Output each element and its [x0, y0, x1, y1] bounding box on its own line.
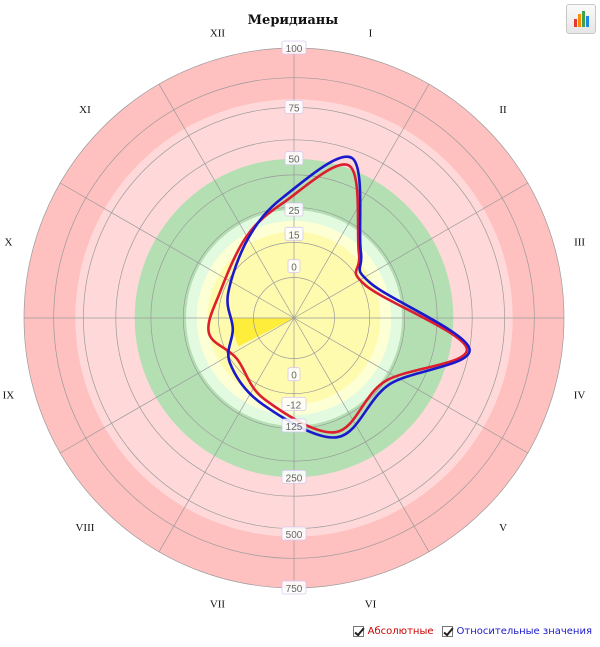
tick-upper-1-box	[284, 100, 304, 114]
legend-checkbox-absolute[interactable]	[352, 626, 364, 637]
meridian-label-VI: VI	[365, 599, 377, 611]
tick-upper-2-box	[284, 151, 304, 166]
chart-title: Меридианы	[248, 13, 339, 28]
meridian-label-II: II	[499, 104, 507, 116]
tick-lower-3-text: 250	[286, 473, 303, 484]
tick-upper-5: 0	[287, 259, 301, 274]
tick-upper-5-box	[287, 259, 301, 274]
tick-upper-4-box	[284, 226, 304, 241]
tick-lower-2-text: 125	[286, 422, 303, 433]
meridian-label-IV: IV	[574, 390, 586, 402]
grid-spoke-5	[293, 317, 430, 553]
meridian-label-IX: IX	[3, 390, 15, 402]
export-button[interactable]	[566, 4, 596, 34]
legend-label-relative: Относительные значения	[456, 626, 592, 637]
tick-upper-1: 75	[284, 100, 304, 114]
meridian-label-V: V	[499, 522, 507, 534]
grid-spoke-2	[293, 182, 529, 319]
legend-item-relative[interactable]: Относительные значения	[441, 626, 592, 637]
tick-lower-4: 500	[281, 526, 307, 541]
tick-upper-3: 25	[284, 202, 304, 217]
tick-upper-4: 15	[284, 226, 304, 241]
tick-lower-2: 125	[281, 418, 307, 433]
meridian-label-VIII: VIII	[75, 522, 94, 534]
grid-spoke-4	[293, 317, 529, 454]
series-line-0	[207, 163, 469, 434]
tick-upper-0-box	[281, 40, 307, 55]
tick-upper-4-text: 15	[288, 230, 300, 241]
tick-upper-2-text: 50	[288, 155, 300, 166]
grid-spoke-7	[158, 317, 295, 553]
tick-lower-1-text: -12	[287, 400, 302, 411]
meridian-label-III: III	[574, 236, 585, 248]
highlight-sector	[231, 318, 294, 347]
tick-lower-0-box	[287, 367, 301, 382]
grid-spoke-8	[59, 317, 295, 454]
bar-chart-icon	[574, 11, 589, 27]
meridian-label-XI: XI	[79, 104, 91, 116]
tick-upper-3-text: 25	[288, 206, 300, 217]
tick-lower-1-box	[281, 396, 307, 411]
tick-upper-0-text: 100	[286, 44, 303, 55]
tick-lower-2-box	[281, 418, 307, 433]
tick-lower-1: -12	[281, 396, 307, 411]
tick-lower-0-text: 0	[291, 371, 297, 382]
meridian-label-XII: XII	[210, 27, 226, 39]
legend-checkbox-relative[interactable]	[441, 626, 453, 637]
tick-lower-5-text: 750	[286, 584, 303, 595]
legend-item-absolute[interactable]: Абсолютные	[352, 626, 434, 637]
tick-upper-0: 100	[281, 40, 307, 55]
legend: Абсолютные Относительные значения	[352, 626, 592, 637]
tick-upper-1-text: 75	[288, 103, 300, 114]
tick-lower-0: 0	[287, 367, 301, 382]
tick-upper-2: 50	[284, 151, 304, 166]
meridian-label-VII: VII	[210, 599, 226, 611]
tick-lower-4-box	[281, 526, 307, 541]
grid-spoke-11	[158, 83, 295, 319]
legend-label-absolute: Абсолютные	[367, 626, 434, 637]
tick-upper-3-box	[284, 202, 304, 217]
meridian-label-I: I	[369, 27, 373, 39]
grid-spoke-10	[59, 182, 295, 319]
tick-lower-5-box	[281, 580, 307, 595]
tick-lower-5: 750	[281, 580, 307, 595]
tick-lower-3-box	[281, 469, 307, 484]
meridian-label-X: X	[4, 236, 12, 248]
scale-tick-labels: 100 75 50 25 15 0 0 -12 125 250 500 750	[281, 40, 307, 595]
tick-lower-3: 250	[281, 469, 307, 484]
tick-lower-4-text: 500	[286, 530, 303, 541]
tick-upper-5-text: 0	[291, 263, 297, 274]
